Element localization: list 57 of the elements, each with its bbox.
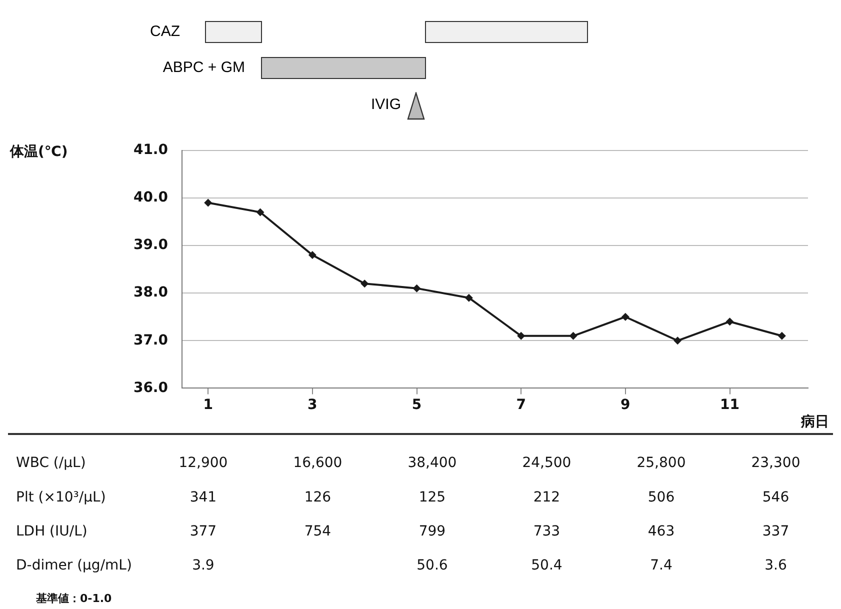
category-label: Plt (×10³/μL) [16, 489, 106, 506]
point [204, 198, 212, 207]
text: CAZ [150, 22, 180, 42]
text: 799 [418, 523, 446, 540]
point [674, 336, 682, 345]
text: ABPC + GM [162, 58, 245, 78]
text: 506 [648, 489, 675, 506]
text: 23,300 [751, 455, 800, 472]
text: 754 [304, 523, 332, 540]
text: 25,800 [636, 455, 686, 472]
text: 16,600 [293, 455, 342, 472]
category-label: LDH (IU/L) [16, 523, 88, 540]
point [569, 332, 578, 340]
y-tick-label: 40.0 [133, 190, 168, 206]
text: 546 [762, 489, 790, 506]
text: 377 [190, 523, 217, 540]
point [621, 312, 630, 321]
point [517, 332, 526, 340]
text: 463 [648, 523, 675, 540]
y-tick-label: 39.0 [133, 237, 168, 254]
point [412, 284, 421, 292]
text: 基準値：0-1.0 [35, 592, 112, 605]
text: 212 [533, 489, 560, 506]
x-tick-label: 7 [516, 397, 526, 414]
point [256, 208, 264, 216]
point [464, 294, 473, 302]
text: 3.6 [764, 558, 787, 574]
text: 50.6 [416, 558, 448, 574]
x-tick-label: 3 [308, 397, 318, 414]
point [726, 318, 734, 326]
text: 126 [304, 489, 332, 506]
text: 50.4 [531, 558, 562, 574]
category-label: D-dimer (μg/mL) [16, 558, 132, 574]
text: 341 [190, 489, 217, 506]
point [778, 332, 786, 340]
text: 12,900 [178, 455, 228, 472]
x-tick-label: 9 [620, 397, 630, 414]
point [308, 251, 316, 260]
y-tick-label: 37.0 [133, 332, 168, 348]
category-label: WBC (/μL) [16, 455, 86, 472]
text: 38,400 [408, 455, 457, 472]
x-tick-label: 5 [412, 397, 422, 414]
y-tick-label: 36.0 [133, 380, 168, 396]
text: 7.4 [650, 558, 672, 574]
y-tick-label: 38.0 [133, 284, 168, 301]
x-tick-label: 11 [720, 397, 740, 414]
text: 125 [418, 489, 446, 506]
text: 733 [533, 523, 560, 540]
point [360, 280, 369, 288]
x-axis-title: 病日 [800, 412, 829, 430]
text: 24,500 [522, 455, 572, 472]
text: 3.9 [192, 558, 214, 574]
text: IVIG [370, 95, 401, 115]
x-tick-label: 1 [203, 397, 213, 414]
y-tick-label: 41.0 [133, 142, 168, 158]
y-axis-title: 体温(℃) [9, 144, 68, 160]
text: 337 [762, 523, 790, 540]
